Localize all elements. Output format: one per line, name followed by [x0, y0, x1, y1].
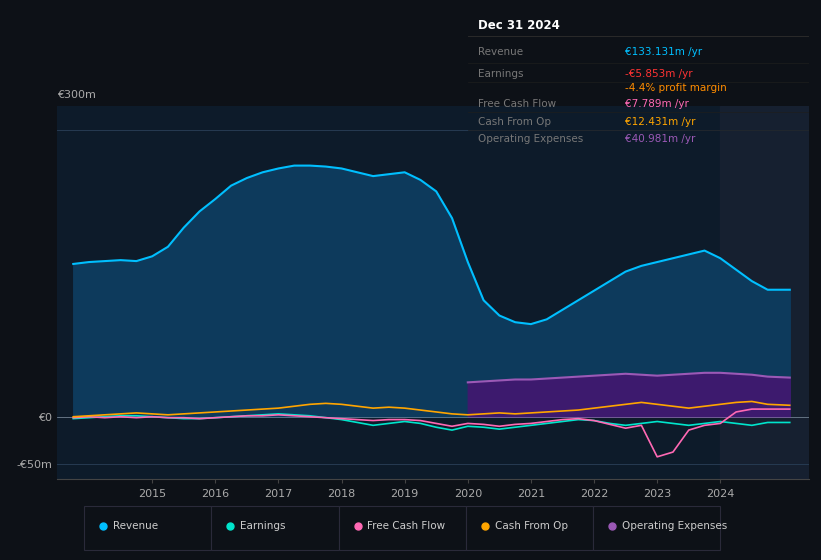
Text: €133.131m /yr: €133.131m /yr [625, 46, 702, 57]
Text: Free Cash Flow: Free Cash Flow [368, 521, 446, 531]
Text: Cash From Op: Cash From Op [494, 521, 567, 531]
Bar [720, 106, 809, 479]
Text: Operating Expenses: Operating Expenses [478, 134, 584, 144]
Text: -€5.853m /yr: -€5.853m /yr [625, 69, 692, 80]
Text: Revenue: Revenue [112, 521, 158, 531]
FancyBboxPatch shape [212, 506, 338, 550]
Text: Free Cash Flow: Free Cash Flow [478, 99, 557, 109]
Text: €300m: €300m [57, 90, 96, 100]
Text: Cash From Op: Cash From Op [478, 117, 551, 127]
Text: Dec 31 2024: Dec 31 2024 [478, 19, 560, 32]
FancyBboxPatch shape [593, 506, 721, 550]
FancyBboxPatch shape [338, 506, 466, 550]
Text: Earnings: Earnings [240, 521, 286, 531]
Text: Earnings: Earnings [478, 69, 524, 80]
Text: Revenue: Revenue [478, 46, 523, 57]
Text: €7.789m /yr: €7.789m /yr [625, 99, 689, 109]
FancyBboxPatch shape [84, 506, 212, 550]
FancyBboxPatch shape [466, 506, 593, 550]
Text: Operating Expenses: Operating Expenses [622, 521, 727, 531]
Text: €12.431m /yr: €12.431m /yr [625, 117, 695, 127]
Text: €40.981m /yr: €40.981m /yr [625, 134, 695, 144]
Text: -4.4% profit margin: -4.4% profit margin [625, 83, 727, 93]
